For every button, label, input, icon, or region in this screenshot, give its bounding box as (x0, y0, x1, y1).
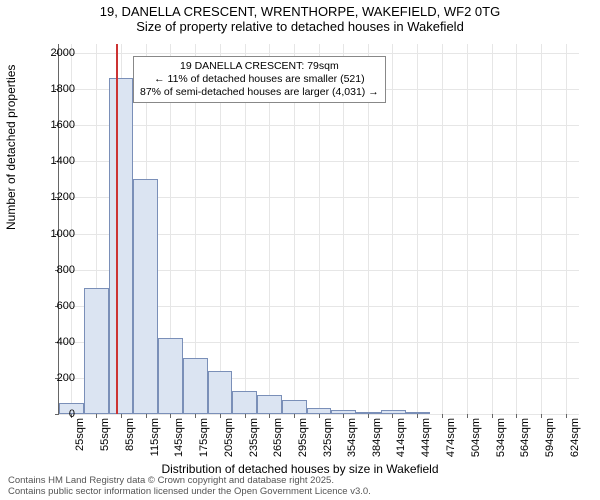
gridline-v (566, 44, 567, 414)
xtick-mark (245, 414, 246, 418)
xtick-label: 205sqm (223, 418, 235, 457)
xtick-label: 85sqm (124, 418, 136, 451)
xtick-mark (319, 414, 320, 418)
xtick-label: 354sqm (346, 418, 358, 457)
xtick-mark (343, 414, 344, 418)
xtick-label: 25sqm (74, 418, 86, 451)
annotation-box: 19 DANELLA CRESCENT: 79sqm ← 11% of deta… (133, 56, 386, 103)
xtick-label: 624sqm (569, 418, 581, 457)
ytick-label: 0 (35, 408, 75, 420)
histogram-bar (356, 412, 381, 414)
xtick-label: 504sqm (470, 418, 482, 457)
gridline-v (516, 44, 517, 414)
xtick-label: 175sqm (198, 418, 210, 457)
ytick-label: 200 (35, 372, 75, 384)
xtick-mark (417, 414, 418, 418)
ytick-label: 1200 (35, 191, 75, 203)
ytick-label: 1800 (35, 83, 75, 95)
xtick-label: 534sqm (495, 418, 507, 457)
xtick-mark (467, 414, 468, 418)
x-axis-label: Distribution of detached houses by size … (0, 462, 600, 476)
xtick-mark (294, 414, 295, 418)
xtick-mark (121, 414, 122, 418)
annotation-line1: 19 DANELLA CRESCENT: 79sqm (140, 60, 379, 73)
reference-line (116, 44, 118, 414)
ytick-label: 400 (35, 336, 75, 348)
ytick-label: 2000 (35, 47, 75, 59)
histogram-bar (183, 358, 208, 414)
xtick-label: 474sqm (445, 418, 457, 457)
y-axis-label: Number of detached properties (4, 65, 18, 230)
xtick-label: 295sqm (297, 418, 309, 457)
ytick-label: 600 (35, 300, 75, 312)
xtick-label: 414sqm (395, 418, 407, 457)
xtick-mark (269, 414, 270, 418)
title-line2: Size of property relative to detached ho… (0, 19, 600, 34)
plot-area: 19 DANELLA CRESCENT: 79sqm ← 11% of deta… (58, 44, 579, 415)
xtick-mark (220, 414, 221, 418)
xtick-label: 325sqm (322, 418, 334, 457)
histogram-bar (282, 400, 307, 414)
xtick-mark (516, 414, 517, 418)
ytick-label: 800 (35, 264, 75, 276)
histogram-bar (307, 408, 332, 414)
chart-container: 19, DANELLA CRESCENT, WRENTHORPE, WAKEFI… (0, 0, 600, 500)
ytick-label: 1600 (35, 119, 75, 131)
xtick-label: 594sqm (544, 418, 556, 457)
ytick-label: 1000 (35, 228, 75, 240)
gridline-v (417, 44, 418, 414)
xtick-mark (96, 414, 97, 418)
xtick-label: 145sqm (173, 418, 185, 457)
histogram-bar (331, 410, 356, 414)
xtick-mark (566, 414, 567, 418)
gridline-v (442, 44, 443, 414)
histogram-bar (232, 391, 257, 414)
xtick-label: 235sqm (248, 418, 260, 457)
histogram-bar (381, 410, 406, 415)
annotation-line3: 87% of semi-detached houses are larger (… (140, 86, 379, 99)
title-line1: 19, DANELLA CRESCENT, WRENTHORPE, WAKEFI… (0, 0, 600, 19)
histogram-bar (257, 395, 282, 414)
xtick-label: 55sqm (99, 418, 111, 451)
histogram-bar (208, 371, 233, 414)
xtick-label: 265sqm (272, 418, 284, 457)
annotation-line2: ← 11% of detached houses are smaller (52… (140, 73, 379, 86)
xtick-label: 444sqm (420, 418, 432, 457)
ytick-label: 1400 (35, 155, 75, 167)
gridline-v (467, 44, 468, 414)
xtick-mark (392, 414, 393, 418)
xtick-mark (195, 414, 196, 418)
xtick-label: 564sqm (519, 418, 531, 457)
histogram-bar (109, 78, 134, 414)
xtick-mark (170, 414, 171, 418)
xtick-label: 384sqm (371, 418, 383, 457)
histogram-bar (84, 288, 109, 414)
xtick-mark (442, 414, 443, 418)
footer-line2: Contains public sector information licen… (8, 487, 371, 498)
histogram-bar (158, 338, 183, 414)
histogram-bar (406, 412, 431, 414)
gridline-v (492, 44, 493, 414)
xtick-label: 115sqm (149, 418, 161, 456)
gridline-v (392, 44, 393, 414)
histogram-bar (133, 179, 158, 414)
gridline-v (541, 44, 542, 414)
xtick-mark (492, 414, 493, 418)
footer-attribution: Contains HM Land Registry data © Crown c… (8, 476, 371, 498)
xtick-mark (541, 414, 542, 418)
xtick-mark (368, 414, 369, 418)
xtick-mark (146, 414, 147, 418)
